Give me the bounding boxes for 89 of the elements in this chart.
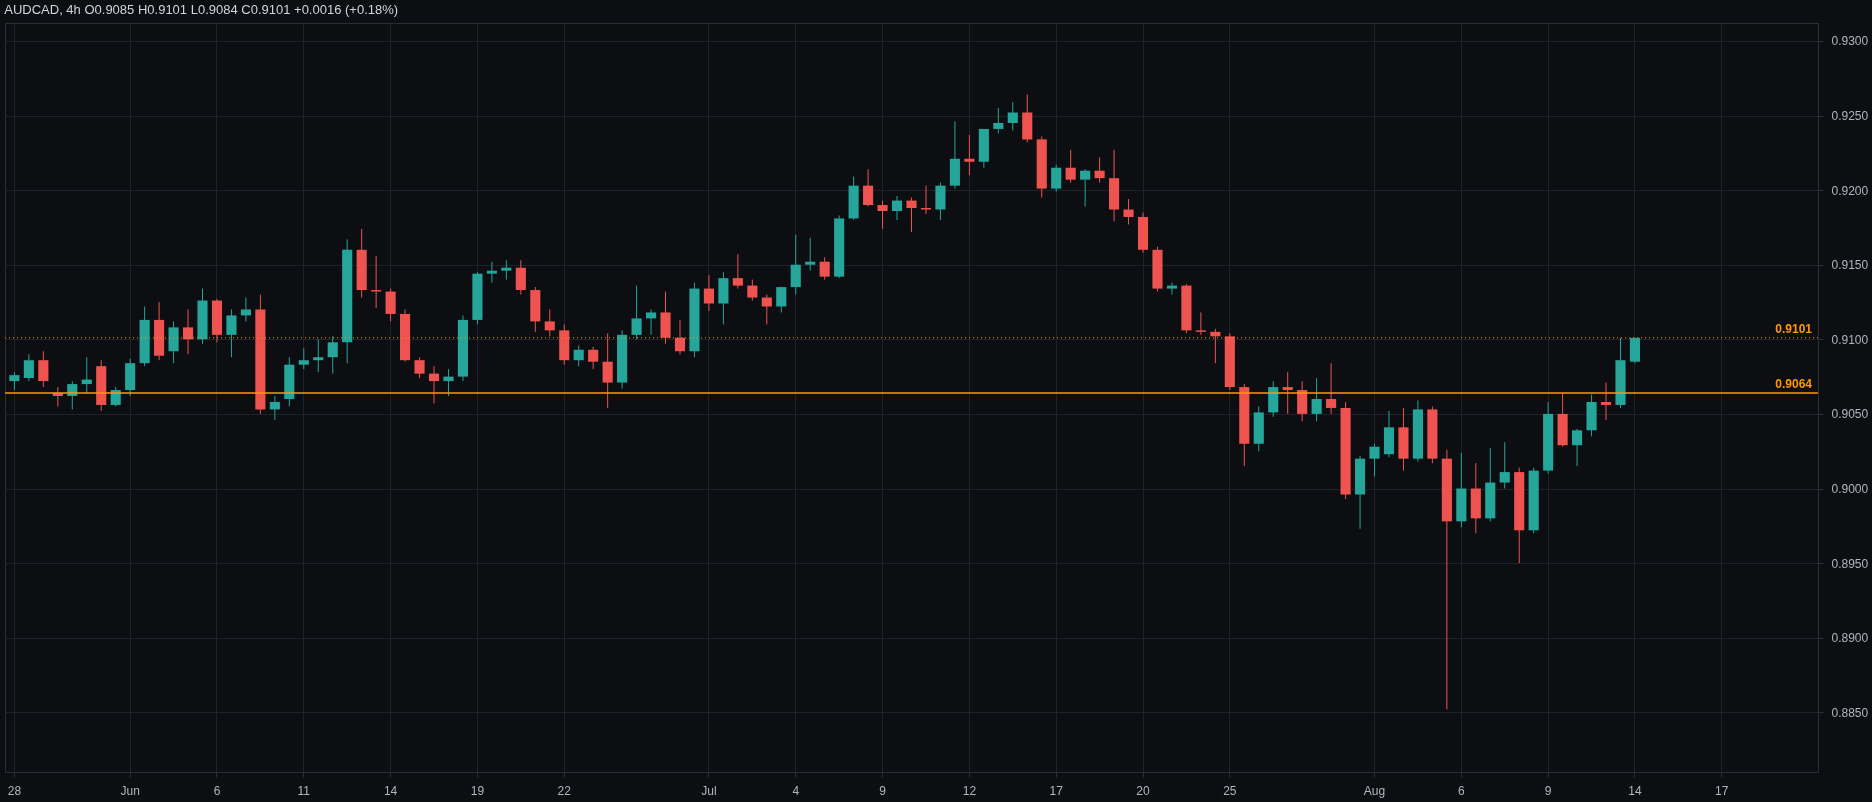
y-tick-label: 0.8850 xyxy=(1831,705,1869,720)
candlestick xyxy=(1629,337,1641,364)
candlestick xyxy=(327,335,338,375)
x-tick-label: 25 xyxy=(1223,783,1237,798)
candlestick xyxy=(1123,198,1134,225)
candlestick xyxy=(906,197,917,233)
candlestick xyxy=(1166,282,1178,296)
candlestick xyxy=(819,256,830,281)
chart-title: AUDCAD, 4h O0.9085 H0.9101 L0.9084 C0.9101 +0.0016 (+0.18%) xyxy=(4,2,399,17)
candlestick xyxy=(501,259,512,281)
x-tick-label: 17 xyxy=(1049,783,1064,798)
candlestick xyxy=(240,297,251,322)
candlestick xyxy=(1065,149,1076,184)
candlestick xyxy=(428,365,440,404)
candlestick xyxy=(776,286,787,313)
candlestick xyxy=(1311,377,1322,422)
candlestick xyxy=(38,350,49,388)
candlestick xyxy=(805,237,816,272)
candlestick xyxy=(544,308,555,337)
x-tick-label: 14 xyxy=(383,783,398,798)
x-tick-label: 6 xyxy=(213,783,221,798)
y-tick-label: 0.9100 xyxy=(1831,332,1869,347)
y-tick-label: 0.9050 xyxy=(1831,407,1869,422)
x-tick-label: 6 xyxy=(1457,783,1465,798)
x-tick-label: 22 xyxy=(557,783,572,798)
x-tick-label: Jun xyxy=(120,783,140,798)
candlestick xyxy=(443,368,454,397)
y-tick-label: 0.9200 xyxy=(1831,183,1869,198)
candlestick xyxy=(920,185,932,215)
x-tick-label: 19 xyxy=(470,783,485,798)
candlestick xyxy=(1282,371,1293,415)
candlestick xyxy=(993,107,1004,134)
x-tick-label: 9 xyxy=(1544,783,1552,798)
candlestick xyxy=(1499,441,1510,490)
x-tick-label: 12 xyxy=(962,783,977,798)
candlestick xyxy=(1094,156,1105,184)
candlestick xyxy=(790,234,801,296)
candlestick xyxy=(1326,362,1337,415)
candlestick xyxy=(1600,382,1612,421)
candlestick xyxy=(1080,168,1091,208)
candlestick xyxy=(1297,380,1308,422)
candlestick xyxy=(631,285,642,340)
candlestick xyxy=(515,259,526,296)
candlestick xyxy=(732,253,743,290)
y-tick-label: 0.9000 xyxy=(1831,482,1869,497)
candlestick xyxy=(1369,443,1380,478)
candlestick xyxy=(298,347,309,370)
x-tick-label: 28 xyxy=(7,783,22,798)
y-tick-label: 0.9300 xyxy=(1831,34,1869,49)
x-tick-label: 20 xyxy=(1136,783,1150,798)
candlestick xyxy=(1572,428,1583,467)
x-tick-label: Jul xyxy=(701,783,717,798)
x-tick-label: 9 xyxy=(879,783,887,798)
candlestick xyxy=(877,200,888,230)
candlestick xyxy=(168,320,179,364)
candlestick xyxy=(414,356,425,379)
candlestick xyxy=(1195,311,1206,336)
candlestick xyxy=(486,261,497,284)
candlestick xyxy=(674,319,686,355)
candlestick xyxy=(747,279,758,302)
candlestick xyxy=(645,308,657,336)
candlestick xyxy=(226,308,237,358)
x-tick-label: Aug xyxy=(1363,783,1386,798)
x-tick-label: 11 xyxy=(297,783,311,798)
ref-line-label: 0.9101 xyxy=(1775,321,1813,336)
x-tick-label: 14 xyxy=(1628,783,1642,798)
candlestick xyxy=(935,182,946,221)
candlestick xyxy=(573,344,584,367)
y-tick-label: 0.8950 xyxy=(1831,556,1869,571)
y-tick-label: 0.8900 xyxy=(1831,631,1869,646)
candlestick xyxy=(602,332,613,409)
candlestick xyxy=(863,168,874,208)
x-tick-label: 17 xyxy=(1715,783,1729,798)
y-tick-label: 0.9250 xyxy=(1831,109,1869,124)
candlestick xyxy=(182,308,194,355)
candlestick xyxy=(588,346,599,370)
x-tick-label: 4 xyxy=(792,783,800,798)
candlestick xyxy=(269,395,280,421)
y-tick-label: 0.9150 xyxy=(1831,258,1869,273)
candlestick xyxy=(385,288,396,322)
candlestick xyxy=(1051,164,1062,193)
candlestick xyxy=(371,255,382,309)
ref-line-label: 0.9064 xyxy=(1775,377,1813,392)
candlestick xyxy=(313,338,324,373)
candlestick xyxy=(964,134,975,176)
candlestick xyxy=(891,195,903,221)
candlestick xyxy=(1007,101,1018,131)
candlestick xyxy=(23,353,34,382)
candlestick xyxy=(703,274,714,312)
